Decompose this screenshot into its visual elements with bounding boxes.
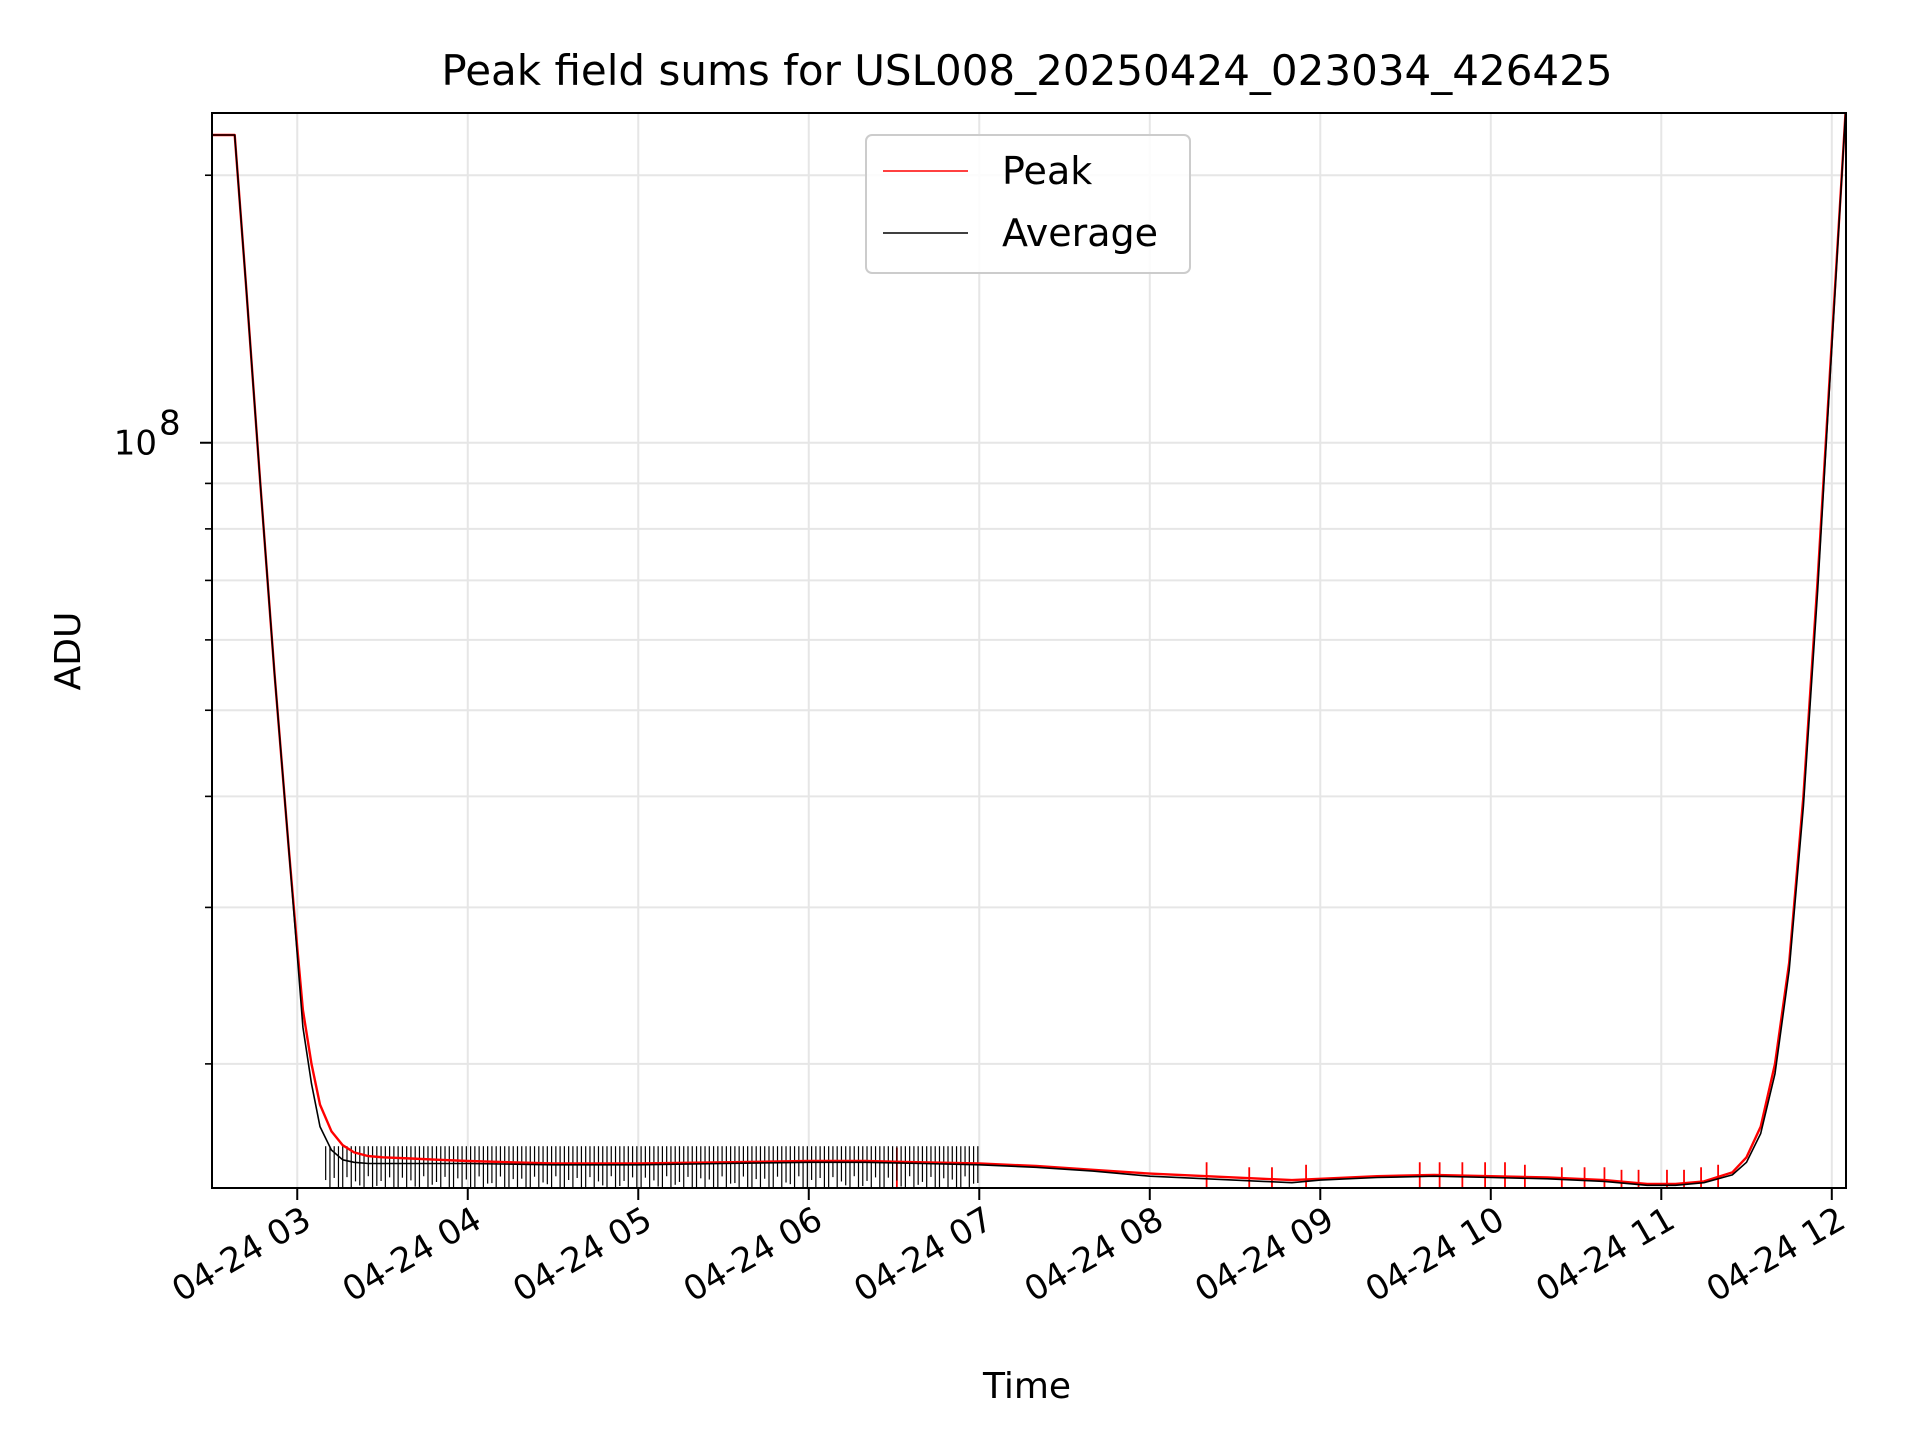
y-axis-label: ADU [48,612,89,691]
legend: Peak Average [865,134,1191,274]
series-group [212,113,1846,1188]
legend-label-peak: Peak [1002,149,1092,193]
legend-label-average: Average [1002,211,1158,255]
y-tick-label-base: 10 [114,424,157,464]
plot-frame [211,112,1847,1189]
y-tick-label-exponent: 8 [159,404,181,444]
grid-lines [212,113,1846,1188]
series-line-peak [212,113,1846,1186]
chart-title: Peak field sums for USL008_20250424_0230… [441,46,1612,95]
legend-box [865,134,1191,274]
x-axis-label: Time [982,1366,1071,1407]
series-line-average [212,113,1846,1187]
plot-lines [212,113,1846,1188]
